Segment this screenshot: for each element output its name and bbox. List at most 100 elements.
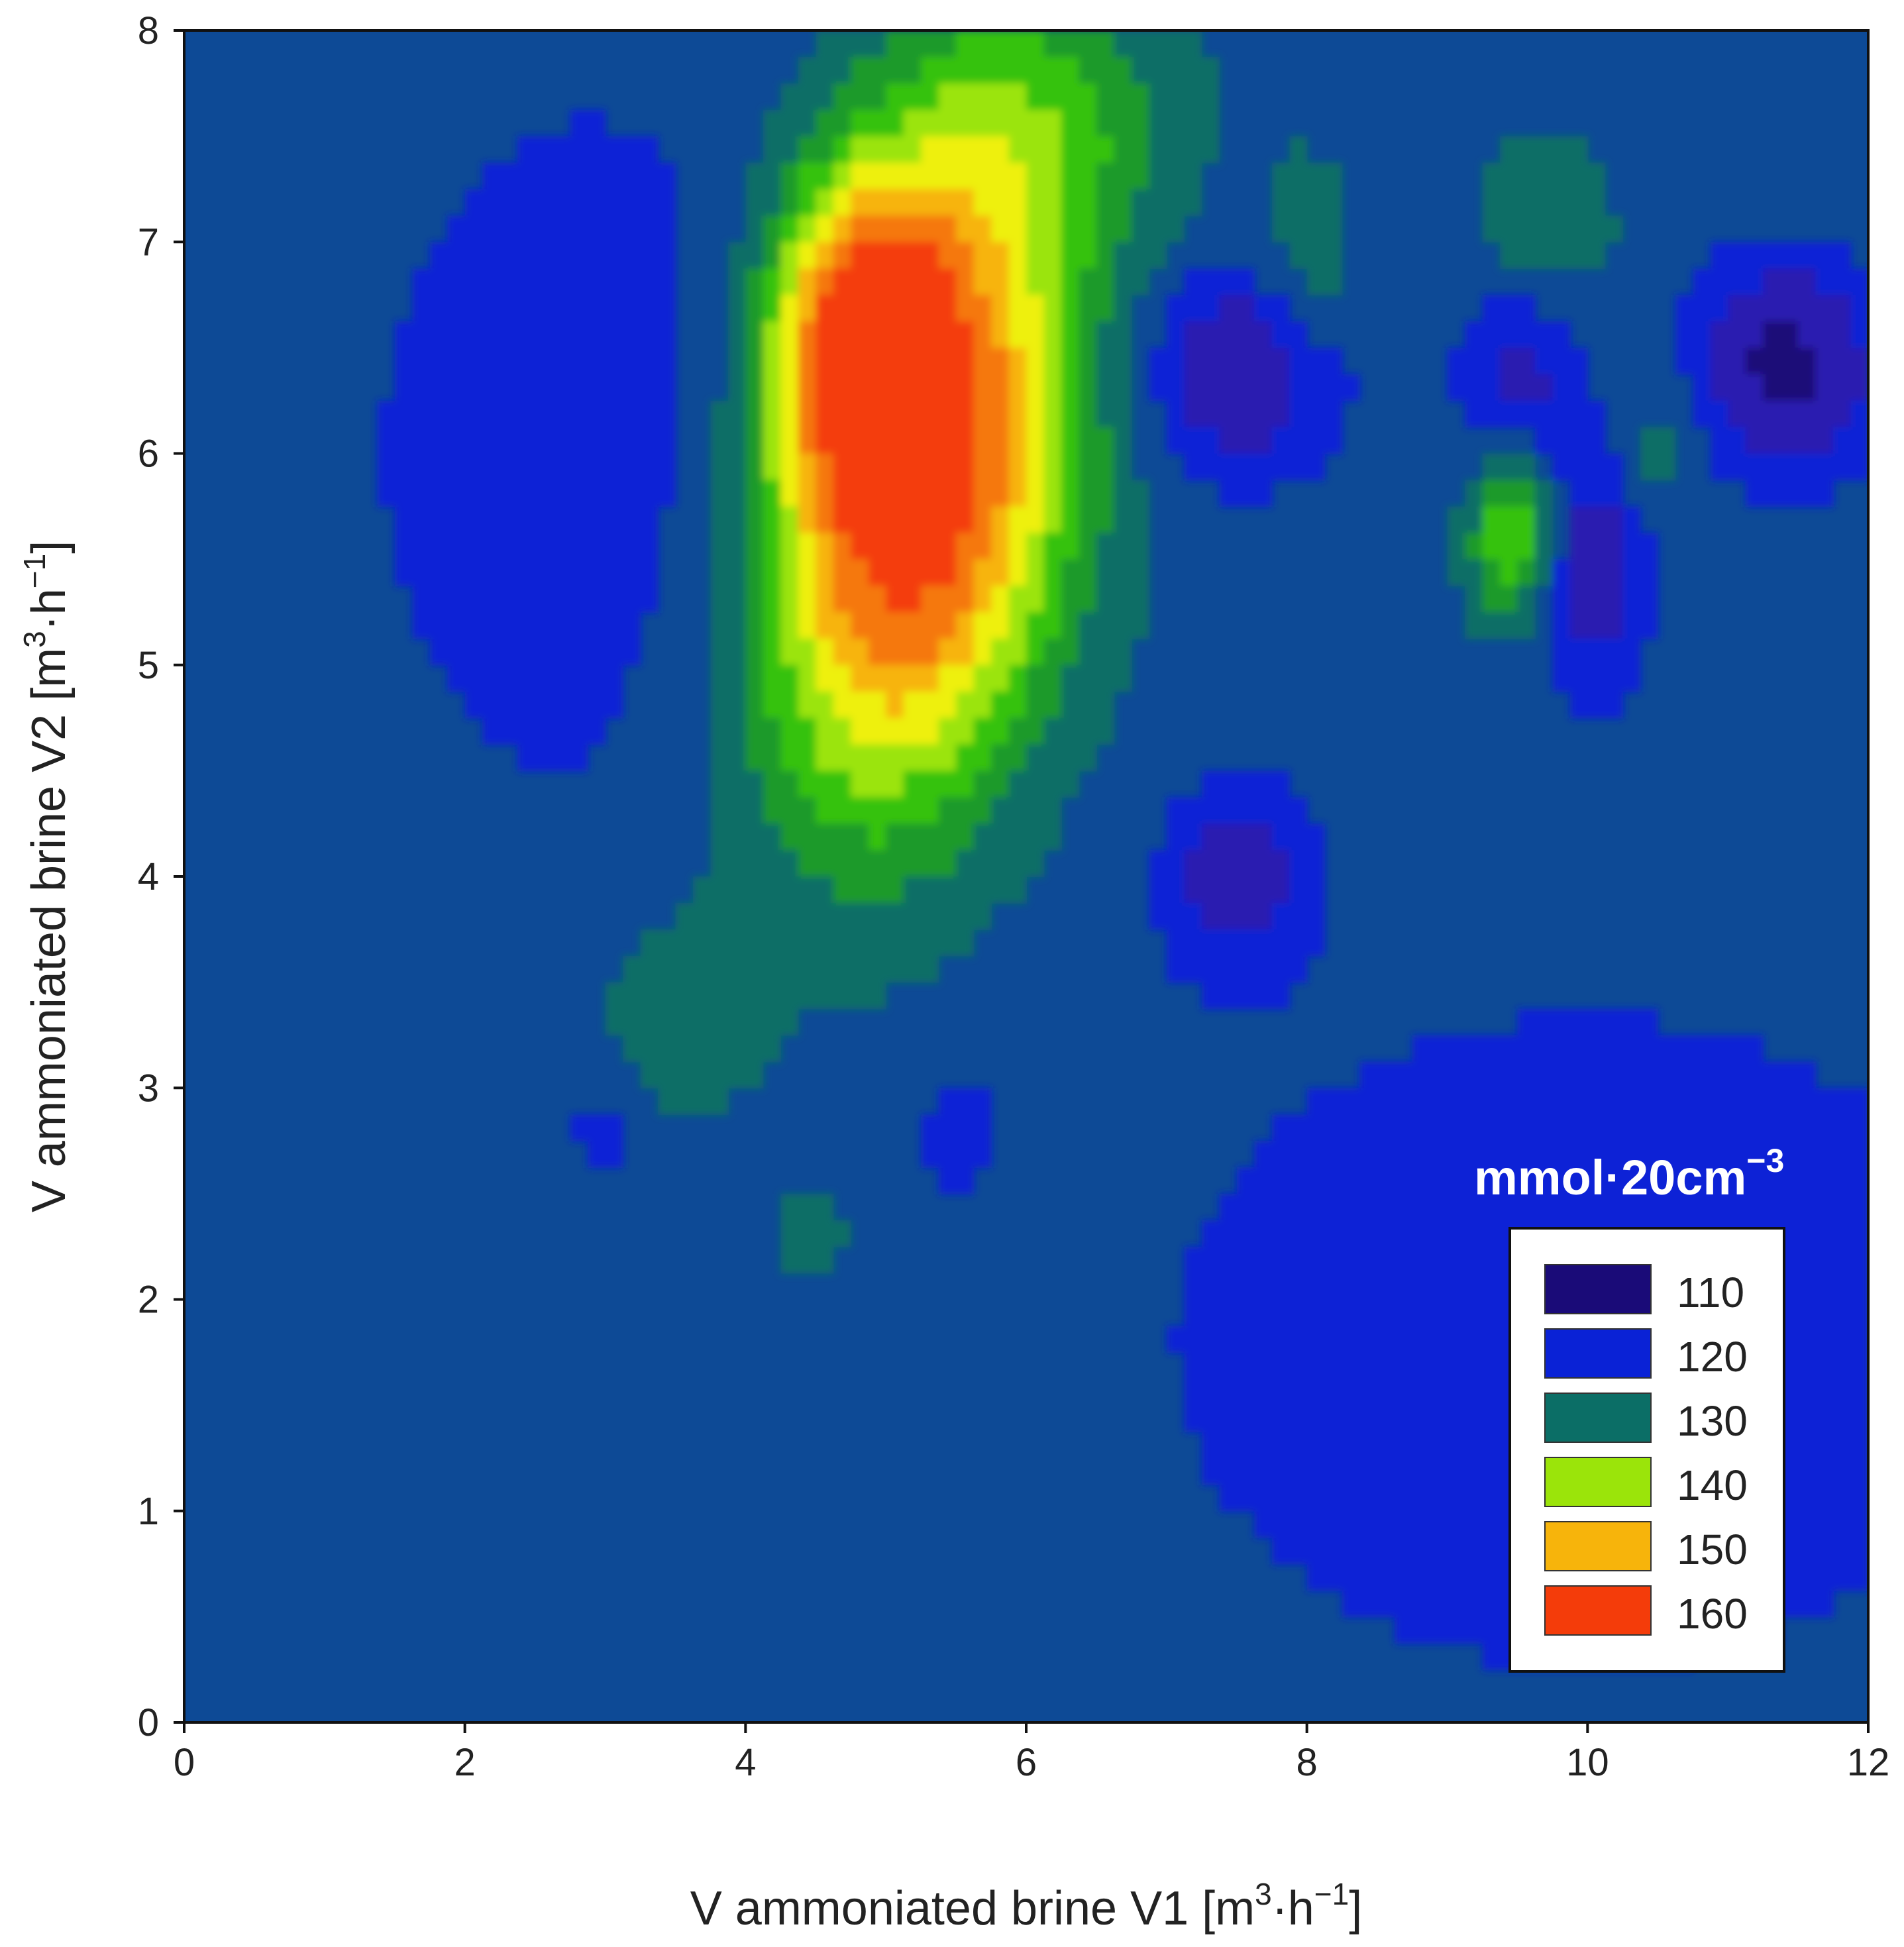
contour-cell — [1254, 955, 1273, 983]
contour-cell — [1008, 876, 1027, 904]
y-tick-label: 3 — [138, 1067, 159, 1110]
contour-cell — [921, 162, 939, 190]
contour-cell — [464, 347, 484, 375]
contour-cell — [1271, 162, 1291, 190]
contour-cell — [1061, 533, 1080, 560]
contour-cell — [500, 400, 519, 428]
contour-cell — [745, 929, 764, 957]
contour-cell — [1447, 1616, 1465, 1644]
contour-cell — [1043, 770, 1062, 798]
legend-label: 140 — [1677, 1461, 1748, 1509]
contour-cell — [816, 374, 834, 401]
contour-cell — [1815, 453, 1834, 481]
contour-cell — [921, 453, 939, 481]
contour-cell — [816, 83, 834, 111]
contour-cell — [1324, 1326, 1343, 1353]
contour-cell — [517, 321, 536, 348]
contour-cell — [482, 321, 501, 348]
contour-cell — [868, 136, 887, 164]
contour-cell — [1430, 1193, 1448, 1221]
contour-cell — [1377, 1432, 1396, 1459]
contour-cell — [1271, 1273, 1291, 1300]
contour-cell — [1324, 1432, 1343, 1459]
contour-cell — [1079, 691, 1097, 719]
contour-cell — [1219, 400, 1238, 428]
contour-cell — [1324, 1563, 1343, 1591]
contour-cell — [851, 506, 869, 534]
contour-cell — [1850, 1457, 1868, 1485]
contour-cell — [816, 823, 834, 851]
contour-cell — [991, 638, 1010, 666]
contour-cell — [1815, 242, 1834, 270]
contour-cell — [1079, 347, 1097, 375]
contour-cell — [464, 321, 484, 348]
contour-cell — [1412, 1405, 1431, 1433]
contour-cell — [1815, 1273, 1834, 1300]
contour-cell — [1464, 1193, 1483, 1221]
contour-cell — [1254, 295, 1273, 322]
contour-cell — [1815, 1193, 1834, 1221]
contour-cell — [1587, 453, 1606, 481]
contour-cell — [1184, 1352, 1202, 1380]
contour-cell — [1815, 1537, 1834, 1565]
contour-cell — [1395, 1299, 1413, 1327]
contour-cell — [394, 347, 413, 375]
contour-cell — [377, 400, 396, 428]
contour-cell — [588, 136, 606, 164]
contour-cell — [710, 850, 729, 877]
contour-cell — [938, 400, 957, 428]
contour-cell — [780, 533, 799, 560]
contour-cell — [851, 982, 869, 1010]
contour-cell — [692, 1061, 712, 1089]
contour-cell — [1236, 1220, 1255, 1247]
contour-cell — [1622, 1035, 1641, 1063]
y-tick-label: 2 — [138, 1279, 159, 1322]
contour-cell — [886, 902, 904, 930]
contour-cell — [1780, 1193, 1799, 1221]
contour-cell — [886, 611, 904, 639]
contour-cell — [1289, 1537, 1308, 1565]
contour-cell — [833, 162, 852, 190]
contour-cell — [1745, 321, 1764, 348]
contour-cell — [780, 268, 799, 296]
contour-cell — [605, 586, 623, 613]
contour-cell — [816, 136, 834, 164]
y-tick-label: 7 — [138, 221, 159, 264]
contour-cell — [1552, 321, 1571, 348]
contour-cell — [1745, 1114, 1764, 1142]
contour-cell — [1219, 876, 1238, 904]
contour-cell — [1008, 242, 1027, 270]
contour-cell — [447, 427, 466, 454]
contour-cell — [763, 691, 782, 719]
contour-cell — [1430, 1537, 1448, 1565]
contour-cell — [1254, 902, 1273, 930]
contour-cell — [938, 506, 957, 534]
contour-cell — [1815, 1379, 1834, 1406]
contour-cell — [956, 56, 975, 84]
contour-cell — [1447, 506, 1465, 534]
contour-cell — [1850, 1484, 1868, 1512]
contour-cell — [868, 480, 887, 507]
contour-cell — [1499, 347, 1518, 375]
contour-cell — [1306, 1220, 1326, 1247]
contour-cell — [553, 638, 571, 666]
contour-cell — [903, 30, 922, 58]
contour-cell — [605, 189, 623, 217]
contour-cell — [1271, 797, 1291, 825]
contour-cell — [816, 215, 834, 243]
contour-cell — [938, 533, 957, 560]
contour-cell — [1201, 770, 1220, 798]
contour-cell — [588, 717, 606, 745]
contour-cell — [1289, 1510, 1308, 1538]
contour-cell — [1569, 559, 1589, 587]
contour-cell — [482, 242, 501, 270]
contour-cell — [886, 797, 904, 825]
contour-cell — [1289, 242, 1308, 270]
contour-cell — [553, 400, 571, 428]
contour-cell — [816, 691, 834, 719]
contour-cell — [1412, 1167, 1431, 1194]
contour-cell — [447, 347, 466, 375]
contour-cell — [517, 559, 536, 587]
contour-cell — [1359, 1273, 1378, 1300]
contour-cell — [1534, 242, 1554, 270]
